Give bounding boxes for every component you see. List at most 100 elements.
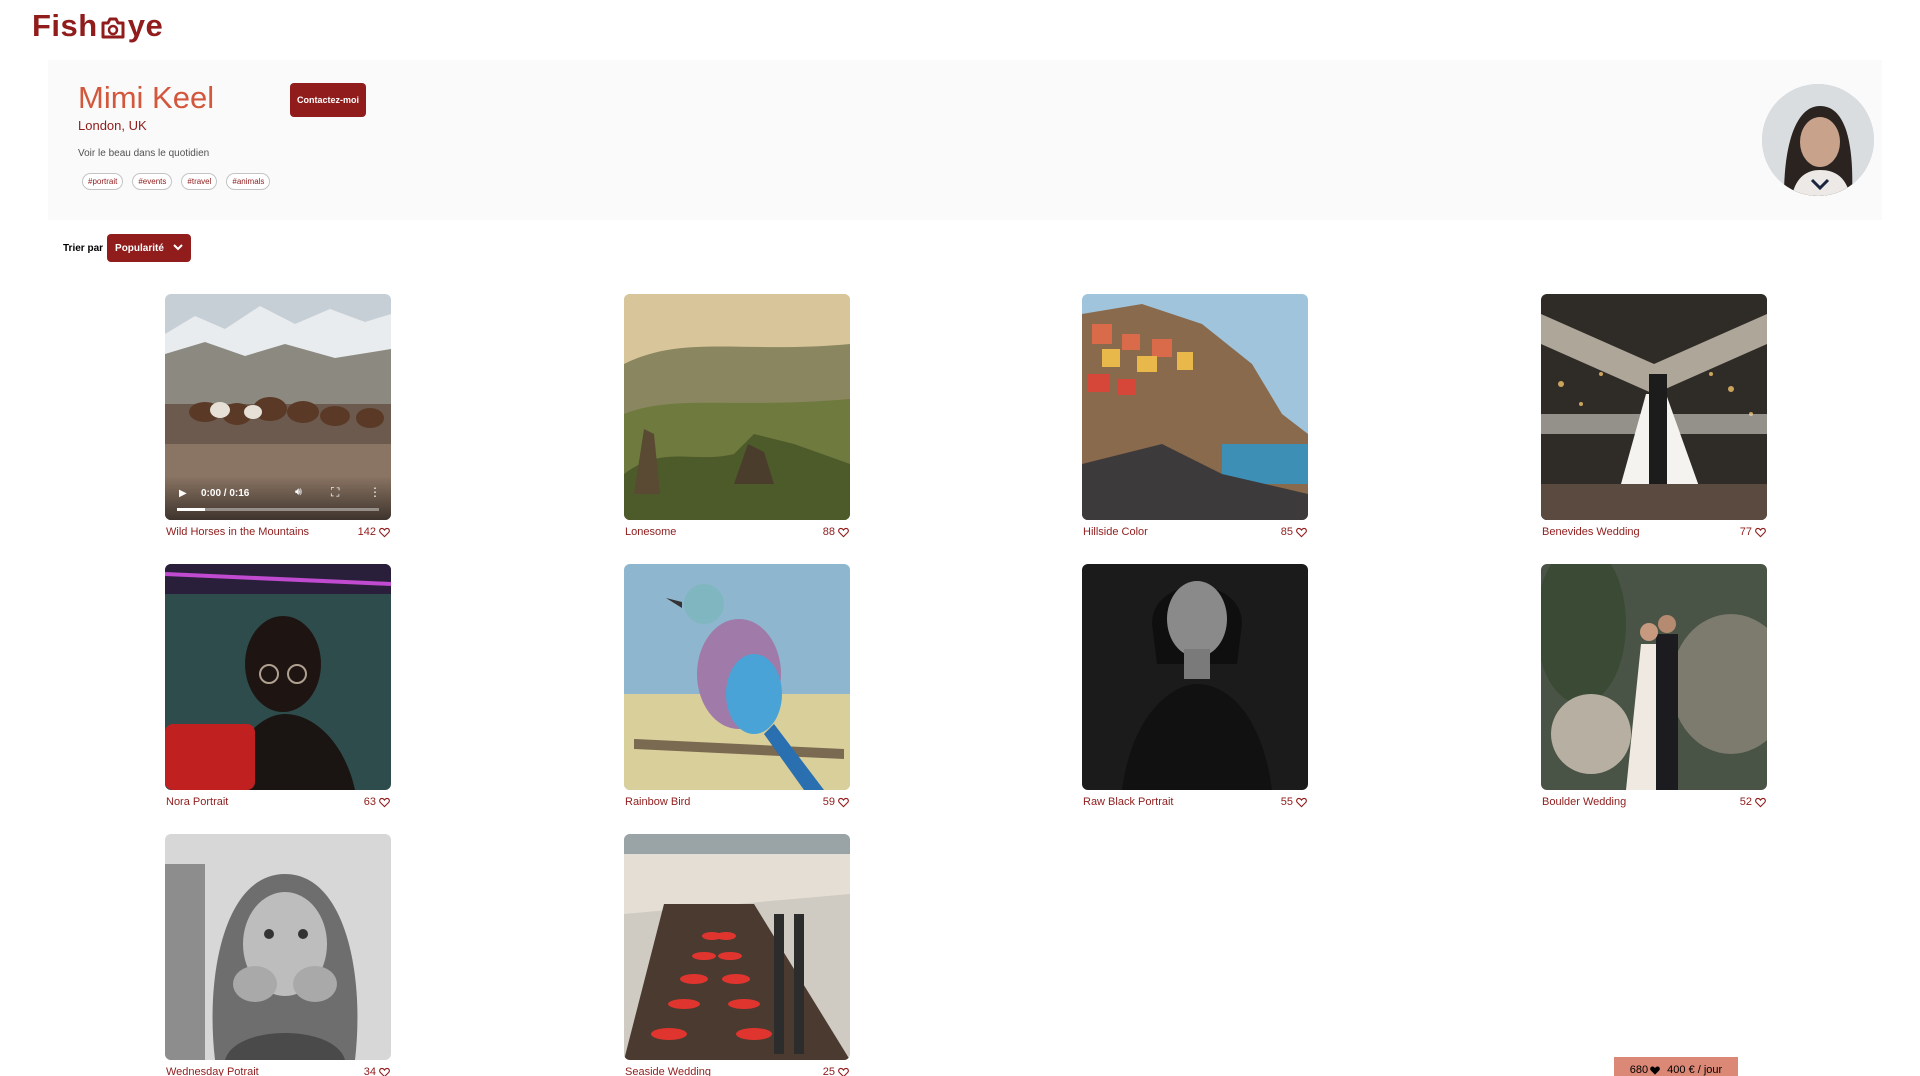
media-info: Seaside Wedding 25 [624, 1064, 850, 1076]
media-likes: 77 [1740, 526, 1766, 538]
likes-price-summary: 680 400 € / jour [1614, 1057, 1738, 1076]
media-card: Boulder Wedding 52 [1541, 564, 1767, 810]
media-title: Boulder Wedding [1542, 796, 1627, 808]
media-card: Hillside Color 85 [1082, 294, 1308, 540]
total-likes-count: 680 [1629, 1064, 1649, 1076]
more-options-icon[interactable]: ⋮ [369, 485, 381, 499]
media-likes: 88 [823, 526, 849, 538]
sort-select[interactable]: Popularité [107, 234, 192, 262]
likes-count: 142 [357, 526, 376, 538]
media-card: Wednesday Potrait 34 [165, 834, 391, 1076]
logo-text-right: ye [127, 8, 164, 43]
media-video-wild-horses[interactable]: ▶ 0:00 / 0:16 🔊︎ ⛶ ⋮ [165, 294, 391, 520]
likes-count: 59 [822, 796, 835, 808]
media-info: Raw Black Portrait 55 [1082, 794, 1308, 810]
media-card: Raw Black Portrait 55 [1082, 564, 1308, 810]
media-likes: 63 [364, 796, 390, 808]
media-image-benevides-wedding[interactable] [1541, 294, 1767, 520]
sort-control: Trier par Popularité [63, 234, 192, 262]
media-info: Nora Portrait 63 [165, 794, 391, 810]
tag-animals[interactable]: #animals [226, 173, 271, 190]
media-info: Boulder Wedding 52 [1541, 794, 1767, 810]
logo-text-left: Fish [32, 8, 98, 43]
tag-portrait[interactable]: #portrait [82, 173, 124, 190]
fisheye-logo[interactable]: Fish ye [32, 6, 163, 46]
media-card: Lonesome 88 [624, 294, 850, 540]
media-title: Lonesome [625, 526, 677, 538]
video-controls: ▶ 0:00 / 0:16 🔊︎ ⛶ ⋮ [165, 476, 391, 520]
media-image-raw-black-portrait[interactable] [1082, 564, 1308, 790]
media-card: Benevides Wedding 77 [1541, 294, 1767, 540]
media-likes: 55 [1281, 796, 1307, 808]
volume-icon[interactable]: 🔊︎ [295, 486, 302, 498]
likes-count: 63 [363, 796, 376, 808]
heart-icon[interactable] [1296, 797, 1307, 808]
play-icon[interactable]: ▶ [179, 488, 187, 499]
media-likes: 142 [358, 526, 390, 538]
media-image-lonesome[interactable] [624, 294, 850, 520]
sort-selected-value: Popularité [115, 242, 164, 254]
sort-label: Trier par [63, 242, 104, 254]
media-image-wednesday-potrait[interactable] [165, 834, 391, 1060]
heart-icon[interactable] [1755, 797, 1766, 808]
media-likes: 59 [823, 796, 849, 808]
media-card: Nora Portrait 63 [165, 564, 391, 810]
photographer-name: Mimi Keel [78, 80, 215, 115]
tag-list: #portrait #events #travel #animals [82, 173, 271, 190]
media-card: ▶ 0:00 / 0:16 🔊︎ ⛶ ⋮ Wild Horses in the … [165, 294, 391, 540]
media-info: Hillside Color 85 [1082, 524, 1308, 540]
media-image-hillside-color[interactable] [1082, 294, 1308, 520]
camera-icon [99, 16, 127, 40]
media-card: Rainbow Bird 59 [624, 564, 850, 810]
media-image-nora-portrait[interactable] [165, 564, 391, 790]
heart-icon[interactable] [1296, 527, 1307, 538]
contact-button[interactable]: Contactez-moi [290, 83, 366, 117]
heart-icon [1650, 1065, 1660, 1075]
media-image-rainbow-bird[interactable] [624, 564, 850, 790]
media-image-boulder-wedding[interactable] [1541, 564, 1767, 790]
media-info: Wednesday Potrait 34 [165, 1064, 391, 1076]
likes-count: 25 [822, 1066, 835, 1076]
media-likes: 52 [1740, 796, 1766, 808]
media-info: Benevides Wedding 77 [1541, 524, 1767, 540]
heart-icon[interactable] [379, 1067, 390, 1076]
media-title: Benevides Wedding [1542, 526, 1640, 538]
heart-icon[interactable] [838, 527, 849, 538]
heart-icon[interactable] [1755, 527, 1766, 538]
tag-events[interactable]: #events [132, 173, 173, 190]
heart-icon[interactable] [838, 1067, 849, 1076]
likes-count: 77 [1739, 526, 1752, 538]
media-info: Rainbow Bird 59 [624, 794, 850, 810]
photographer-location: London, UK [78, 118, 147, 133]
media-info: Lonesome 88 [624, 524, 850, 540]
media-title: Wednesday Potrait [166, 1066, 259, 1076]
media-title: Rainbow Bird [625, 796, 691, 808]
media-title: Raw Black Portrait [1083, 796, 1174, 808]
heart-icon[interactable] [379, 527, 390, 538]
media-title: Seaside Wedding [625, 1066, 712, 1076]
heart-icon[interactable] [838, 797, 849, 808]
tag-travel[interactable]: #travel [181, 173, 218, 190]
media-title: Nora Portrait [166, 796, 229, 808]
media-image-seaside-wedding[interactable] [624, 834, 850, 1060]
media-title: Hillside Color [1083, 526, 1148, 538]
likes-count: 52 [1739, 796, 1752, 808]
daily-rate: 400 € / jour [1667, 1064, 1723, 1076]
likes-count: 34 [363, 1066, 376, 1076]
media-likes: 34 [364, 1066, 390, 1076]
heart-icon[interactable] [379, 797, 390, 808]
likes-count: 85 [1280, 526, 1293, 538]
media-likes: 85 [1281, 526, 1307, 538]
media-card: Seaside Wedding 25 [624, 834, 850, 1076]
media-info: Wild Horses in the Mountains 142 [165, 524, 391, 540]
photographer-tagline: Voir le beau dans le quotidien [78, 148, 210, 159]
media-title: Wild Horses in the Mountains [166, 526, 310, 538]
video-progress-bar[interactable] [177, 508, 379, 511]
total-likes: 680 [1630, 1064, 1661, 1076]
media-likes: 25 [823, 1066, 849, 1076]
fullscreen-icon[interactable]: ⛶ [331, 485, 340, 499]
likes-count: 88 [822, 526, 835, 538]
video-time: 0:00 / 0:16 [201, 488, 250, 499]
chevron-down-icon [173, 243, 183, 254]
avatar [1762, 84, 1874, 196]
